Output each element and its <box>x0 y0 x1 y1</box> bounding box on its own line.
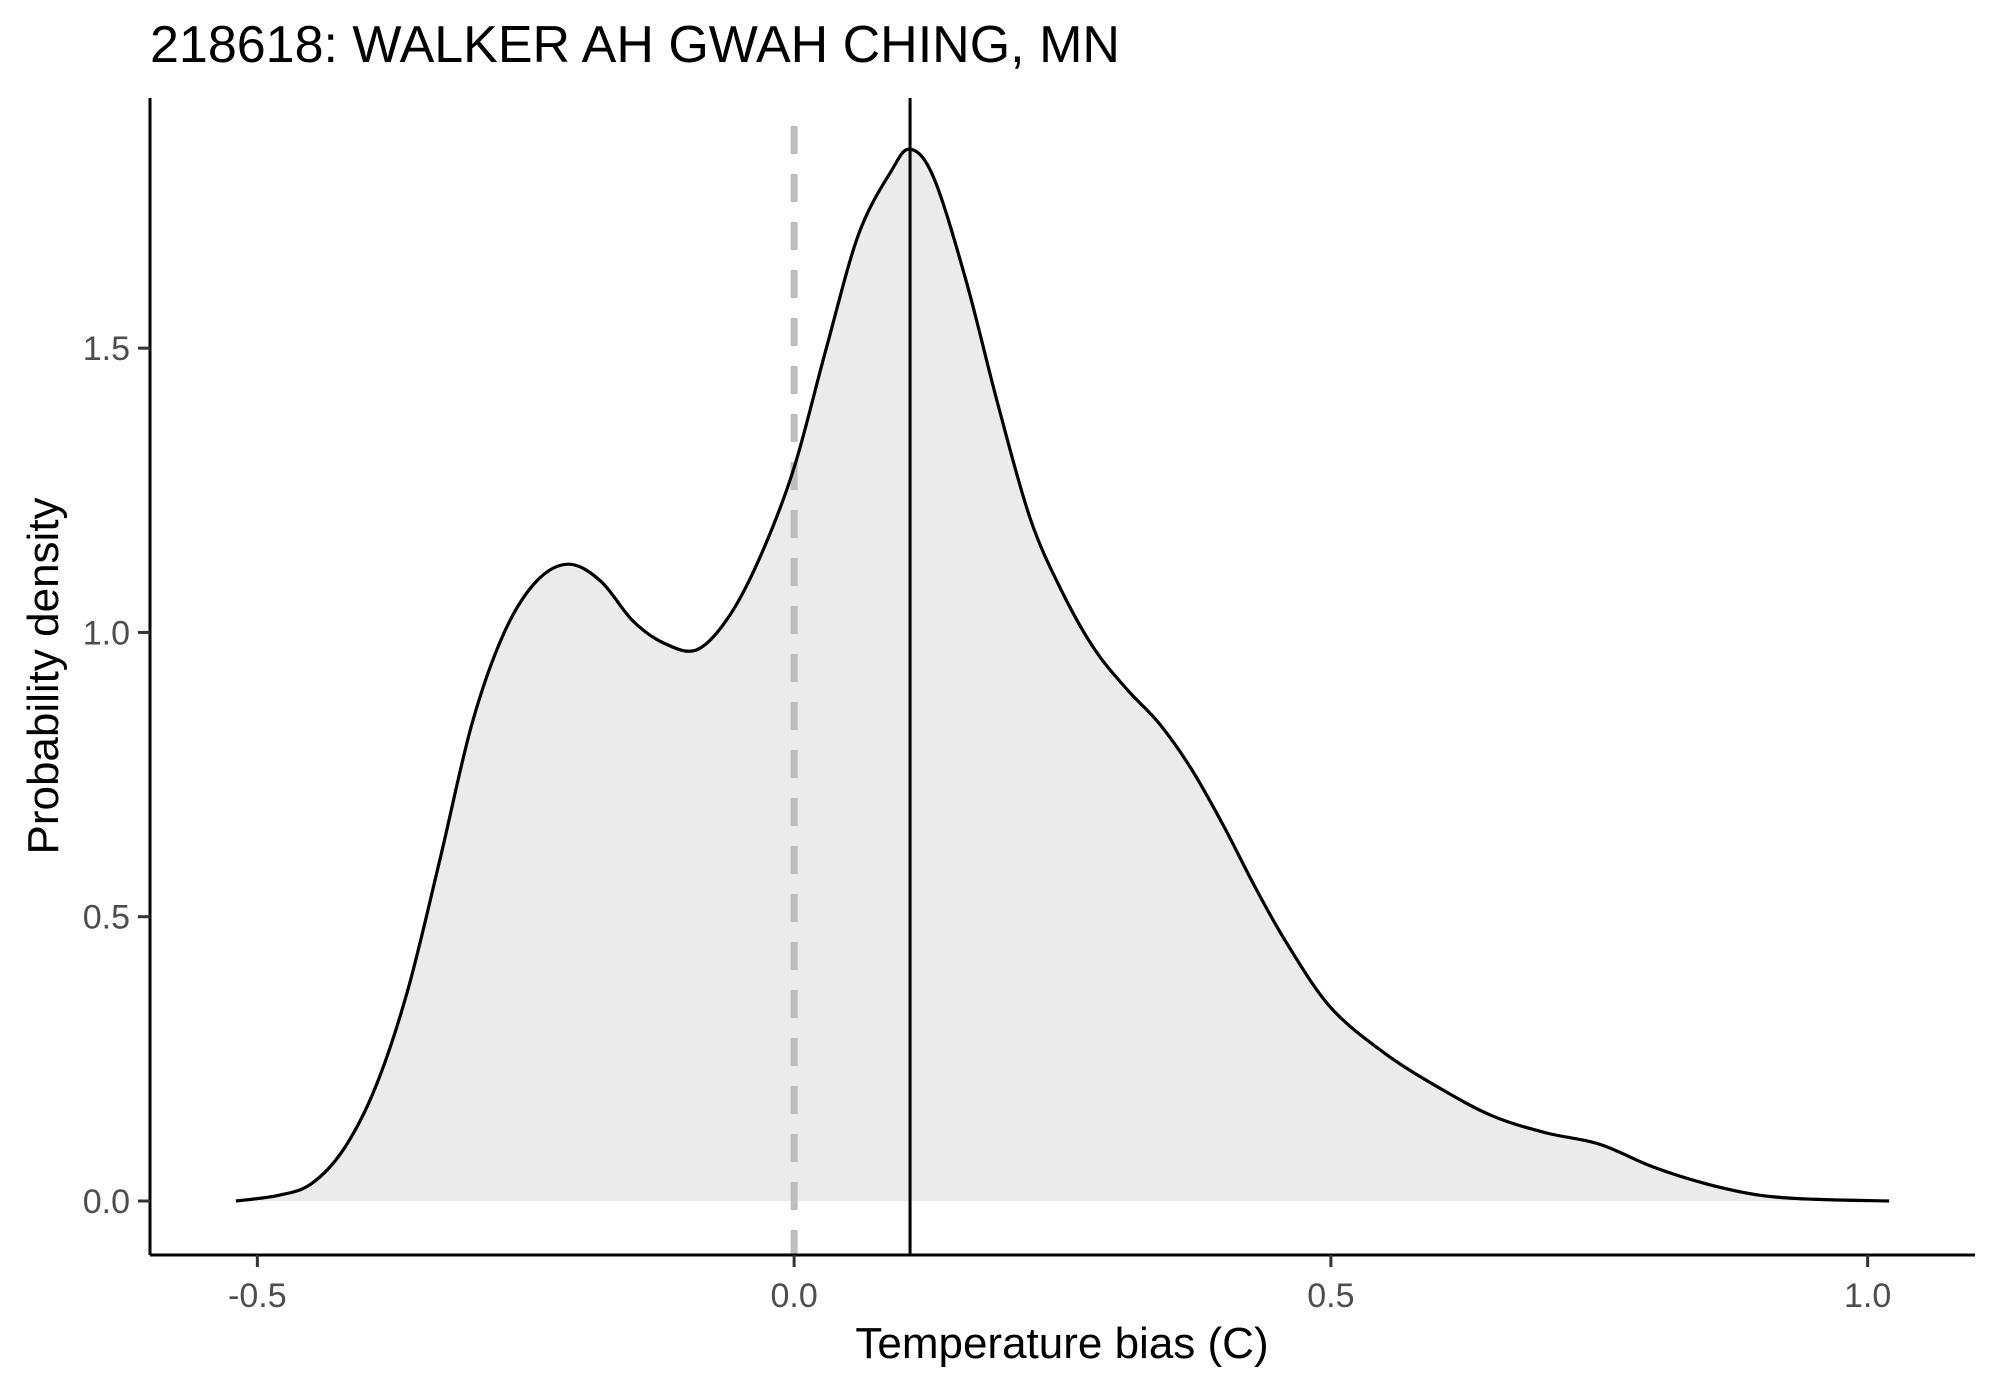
y-axis-label: Probability density <box>19 497 68 854</box>
y-tick-label: 1.5 <box>83 330 130 368</box>
x-tick-label: 1.0 <box>1844 1277 1891 1315</box>
x-tick-label: -0.5 <box>228 1277 287 1315</box>
y-tick-label: 0.5 <box>83 899 130 937</box>
density-area-fill <box>235 149 1890 1201</box>
y-tick-label: 0.0 <box>83 1183 130 1221</box>
x-tick-label: 0.5 <box>1307 1277 1354 1315</box>
x-axis-label: Temperature bias (C) <box>855 1319 1268 1368</box>
plot-area <box>235 98 1890 1255</box>
x-tick-label: 0.0 <box>770 1277 817 1315</box>
axes: -0.5 0.0 0.5 1.0 0.0 0.5 1.0 1.5 <box>83 98 1975 1315</box>
y-tick-label: 1.0 <box>83 614 130 652</box>
density-curve <box>235 147 1890 1203</box>
chart-title: 218618: WALKER AH GWAH CHING, MN <box>150 16 1120 74</box>
